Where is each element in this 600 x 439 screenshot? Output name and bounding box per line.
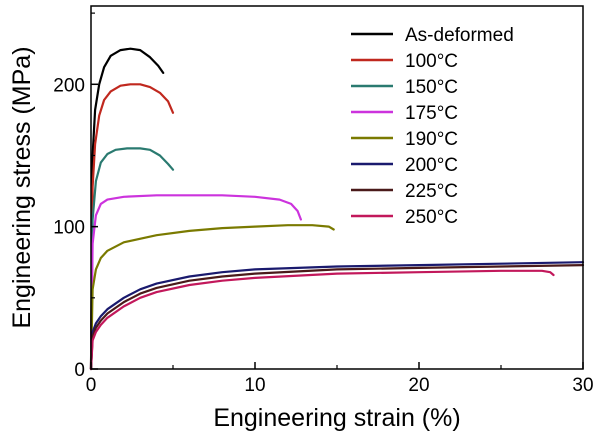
y-tick-label: 100 [53,218,85,239]
x-tick-label: 20 [408,375,429,396]
curves-layer [89,47,585,371]
legend: As-deformed 100°C 150°C 175°C 190°C 200°C 225°… [351,25,514,228]
series-line-1 [89,83,175,371]
y-tick-label: 200 [53,75,85,96]
series-line-4 [89,224,335,371]
series-line-7 [89,269,555,371]
plot-frame [90,5,584,370]
y-axis-title: Engineering stress (MPa) [8,46,36,328]
legend-label-7: 250°C [405,207,458,228]
series-line-5 [89,261,585,371]
legend-label-0: As-deformed [405,25,514,46]
x-tick-label: 30 [572,375,593,396]
series-line-2 [89,147,175,371]
tick-labels: 0 10 20 30 0 100 200 [53,75,593,396]
x-tick-label: 0 [86,375,97,396]
legend-label-1: 100°C [405,51,458,72]
legend-label-5: 200°C [405,155,458,176]
legend-label-2: 150°C [405,77,458,98]
series-line-3 [89,194,302,371]
y-tick-label: 0 [74,360,85,381]
series-line-0 [89,47,165,371]
x-axis-title: Engineering strain (%) [213,404,460,432]
x-tick-label: 10 [244,375,265,396]
series-line-6 [89,264,585,371]
legend-label-3: 175°C [405,103,458,124]
axis-ticks [90,12,584,370]
legend-label-4: 190°C [405,129,458,150]
legend-label-6: 225°C [405,181,458,202]
